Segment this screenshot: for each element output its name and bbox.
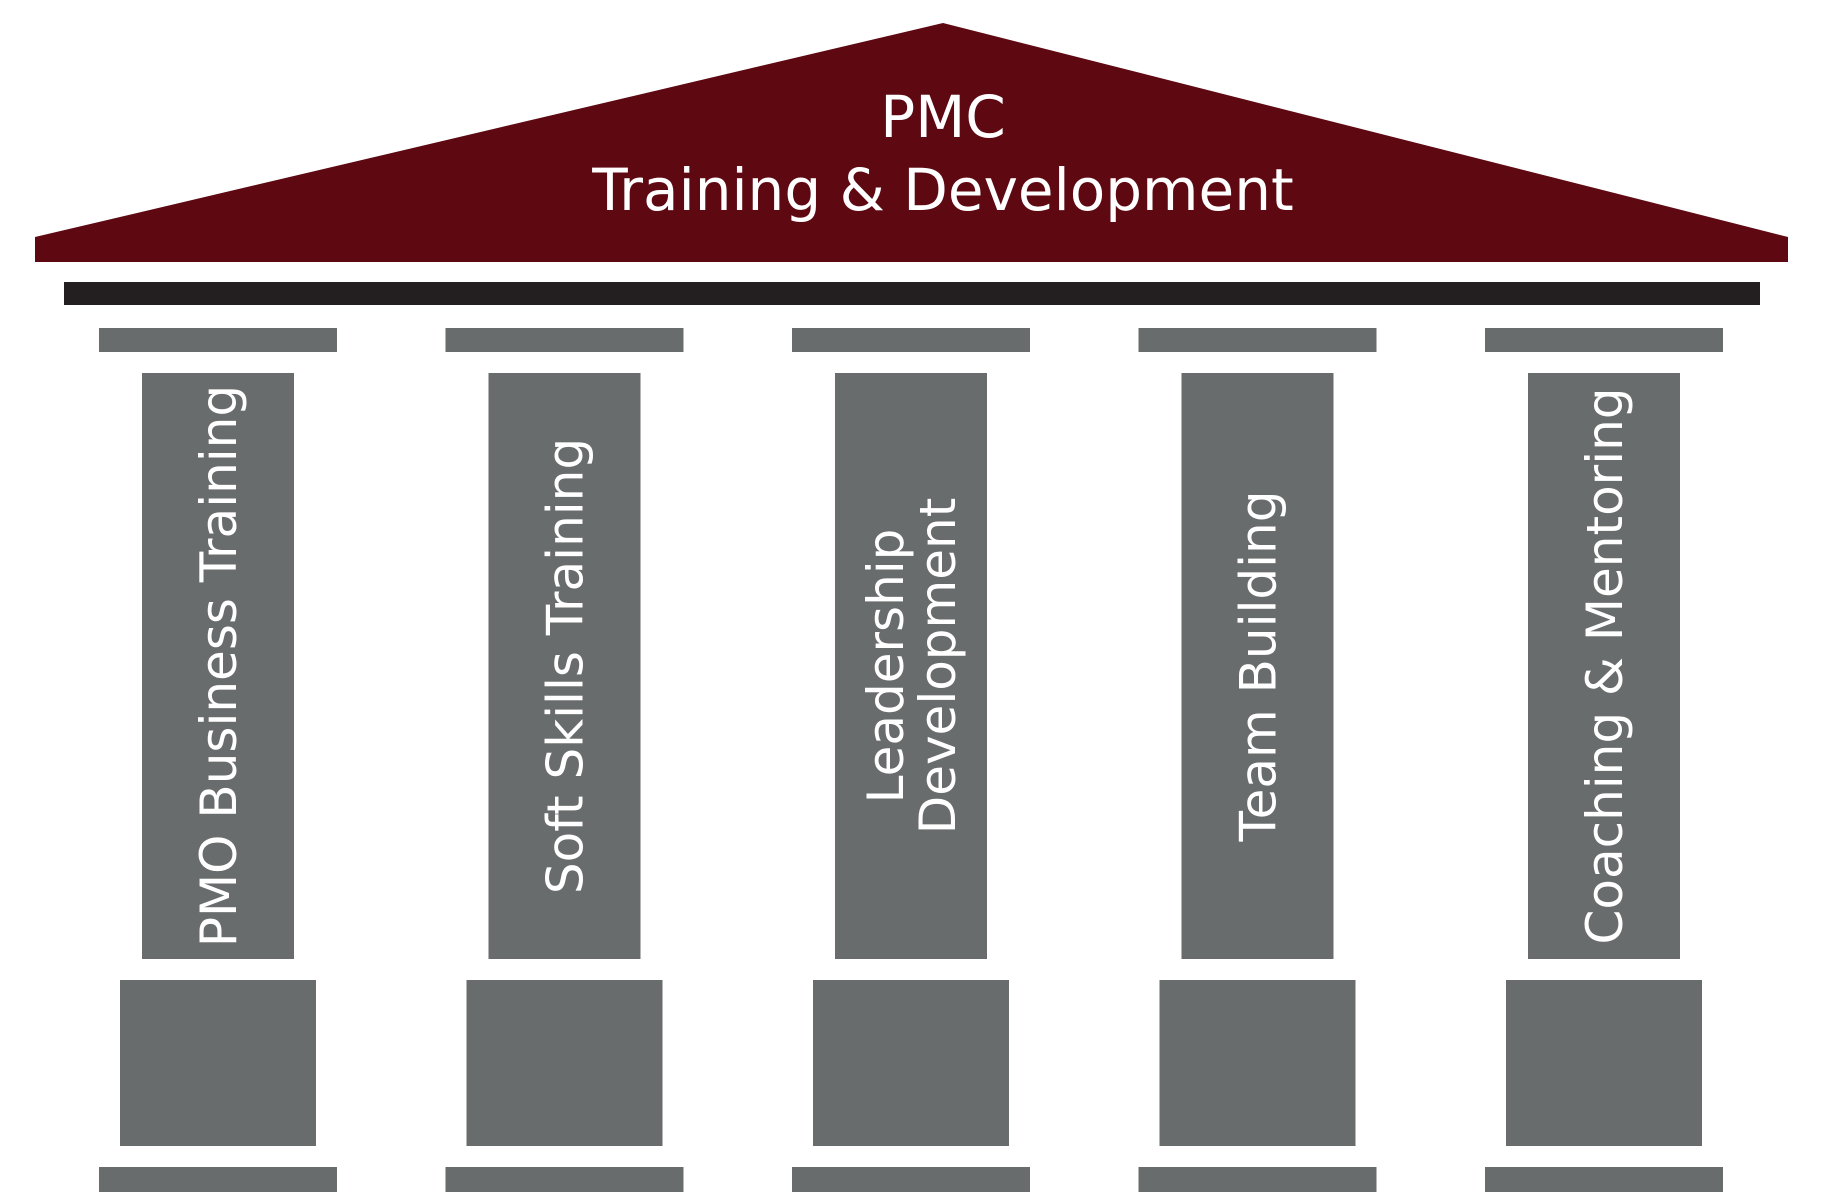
pillar-plinth xyxy=(792,1167,1030,1192)
pillar-plinth xyxy=(1138,1167,1377,1192)
pillar-base xyxy=(466,980,663,1146)
pillars-group: PMO Business Training Soft Skills Trainin… xyxy=(99,328,1723,1192)
pillar-shaft xyxy=(142,373,294,959)
roof-beam xyxy=(64,282,1760,305)
roof-title-line-1: PMC xyxy=(880,83,1006,151)
pillar-label-line: Leadership xyxy=(857,529,915,804)
pillar: Soft Skills Training xyxy=(445,328,684,1192)
pillar-label: Coaching & Mentoring xyxy=(1576,387,1634,944)
pillar-capital xyxy=(1485,328,1723,352)
roof-shape xyxy=(35,23,1788,262)
pillar-label: Soft Skills Training xyxy=(537,438,595,894)
pillar: LeadershipDevelopment xyxy=(792,328,1030,1192)
pillar-shaft xyxy=(835,373,987,959)
pillar-label-line: Development xyxy=(909,498,967,835)
pillar-capital xyxy=(99,328,337,352)
pillar-plinth xyxy=(1485,1167,1723,1192)
pillar-capital xyxy=(1138,328,1377,352)
pillar-plinth xyxy=(99,1167,337,1192)
pillar: Team Building xyxy=(1138,328,1377,1192)
pillar-label-line: Soft Skills Training xyxy=(537,438,595,894)
pillar-label-line: PMO Business Training xyxy=(190,385,248,947)
pillar-capital xyxy=(445,328,684,352)
pillar-plinth xyxy=(445,1167,684,1192)
pillar-base xyxy=(120,980,316,1146)
pillar: PMO Business Training xyxy=(99,328,337,1192)
pillar-shaft xyxy=(1181,373,1334,959)
roof-title-line-2: Training & Development xyxy=(591,156,1293,224)
pillar-shaft xyxy=(1528,373,1680,959)
pillar: Coaching & Mentoring xyxy=(1485,328,1723,1192)
pillar-base xyxy=(1506,980,1702,1146)
pillar-base xyxy=(813,980,1009,1146)
pillar-label: Team Building xyxy=(1230,491,1288,843)
pillar-base xyxy=(1159,980,1356,1146)
pillar-label: LeadershipDevelopment xyxy=(857,498,967,835)
pillar-shaft xyxy=(488,373,641,959)
pillar-label-line: Coaching & Mentoring xyxy=(1576,387,1634,944)
pillar-label-line: Team Building xyxy=(1230,491,1288,843)
pillar-label: PMO Business Training xyxy=(190,385,248,947)
pillar-capital xyxy=(792,328,1030,352)
